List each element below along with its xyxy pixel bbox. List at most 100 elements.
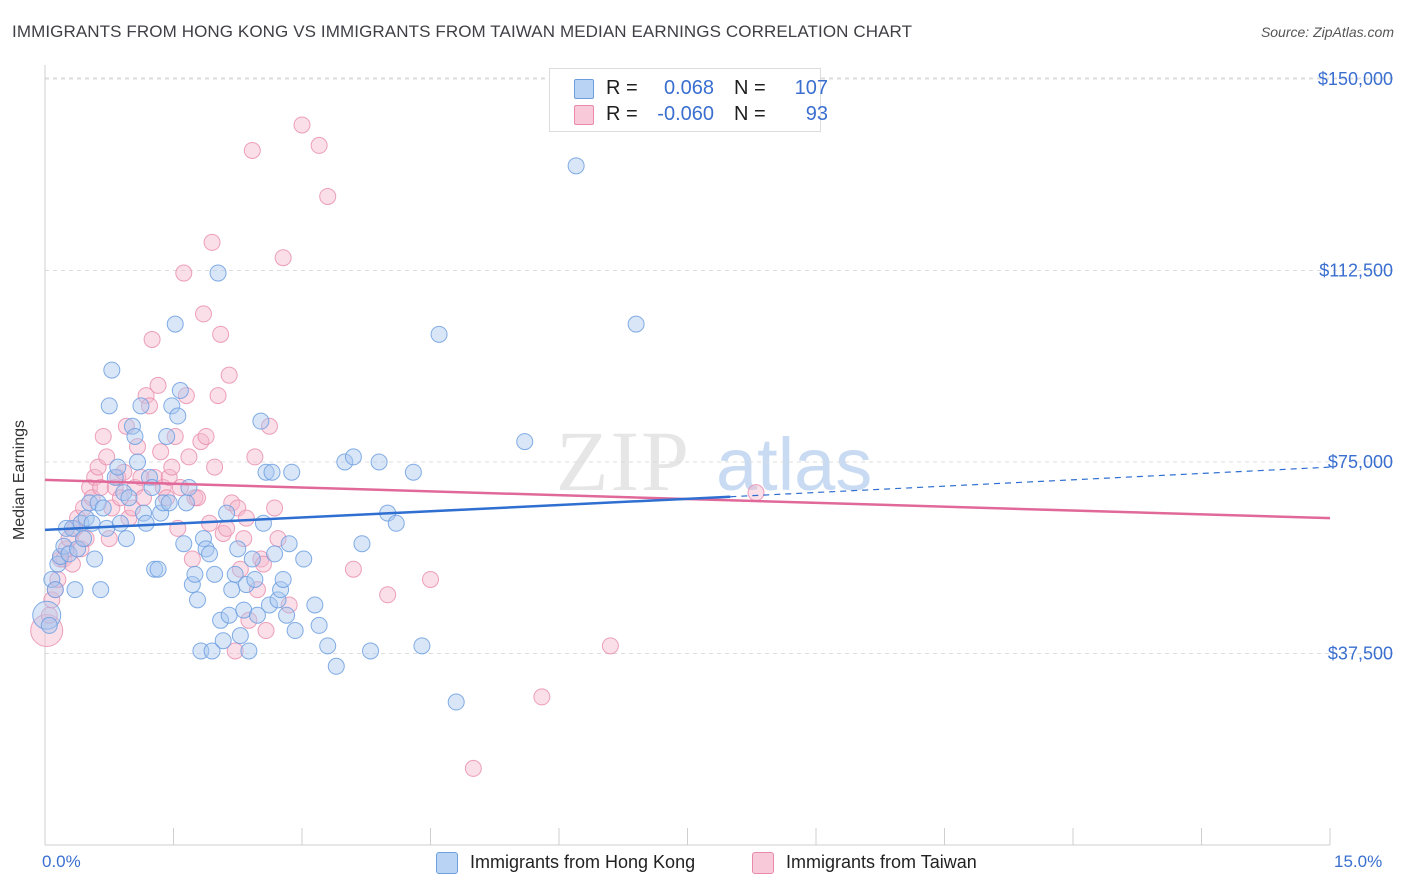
hong-kong-point (272, 581, 290, 599)
hong-kong-point (430, 325, 448, 343)
hong-kong-point (362, 642, 380, 660)
hong-kong-point (218, 504, 236, 522)
hong-kong-point (86, 550, 104, 568)
hong-kong-point (123, 417, 141, 435)
hong-kong-point (206, 565, 224, 583)
hong-kong-point (257, 463, 275, 481)
bottom-legend-swatch-taiwan (752, 852, 774, 874)
legend-r-label: R = (606, 103, 638, 125)
hong-kong-point (248, 606, 266, 624)
taiwan-point (319, 187, 337, 205)
taiwan-point (310, 136, 328, 154)
taiwan-point (235, 530, 253, 548)
trend-lines (44, 466, 1331, 532)
hong-kong-point (226, 565, 244, 583)
hong-kong-point (243, 550, 261, 568)
taiwan-point (280, 596, 298, 614)
hong-kong-point (200, 545, 218, 563)
hong-kong-point (75, 530, 93, 548)
y-tick-label: $75,000 (1328, 452, 1393, 472)
watermark-atlas: atlas (716, 423, 872, 506)
legend-r-label: R = (606, 77, 638, 99)
taiwan-point (166, 427, 184, 445)
hong-kong-point (158, 427, 176, 445)
hong-kong-point (344, 448, 362, 466)
legend-n-value: 107 (794, 77, 828, 99)
hong-kong-point (103, 361, 121, 379)
hong-kong-point (169, 407, 187, 425)
hong-kong-point (246, 570, 264, 588)
taiwan-point (248, 581, 266, 599)
taiwan-point (260, 417, 278, 435)
taiwan-point (143, 330, 161, 348)
hong-kong-point (66, 581, 84, 599)
taiwan-point (192, 433, 210, 451)
hong-kong-point (135, 504, 153, 522)
hong-kong-point (89, 494, 107, 512)
legend-swatch-hong-kong (574, 79, 594, 99)
taiwan-point (220, 366, 238, 384)
taiwan-point (237, 509, 255, 527)
y-tick-label: $150,000 (1318, 69, 1393, 89)
taiwan-point (106, 479, 124, 497)
hong-kong-point (160, 494, 178, 512)
taiwan-point (266, 499, 284, 517)
hong-kong-point (516, 433, 534, 451)
hong-kong-point (212, 611, 230, 629)
taiwan-point (180, 448, 198, 466)
bottom-legend-swatch-hong-kong (436, 852, 458, 874)
hong-kong-point (188, 591, 206, 609)
taiwan-point (137, 387, 155, 405)
taiwan-point (243, 141, 261, 159)
y-tick-labels: $37,500 $75,000 $112,500 $150,000 (1318, 69, 1393, 664)
taiwan-point (379, 586, 397, 604)
hong-kong-point (223, 581, 241, 599)
legend-swatch-taiwan (574, 105, 594, 125)
hong-kong-point (254, 514, 272, 532)
source-credit: Source: ZipAtlas.com (1260, 24, 1394, 40)
legend-n-label: N = (734, 77, 766, 99)
hong-kong-point (69, 540, 87, 558)
hong-kong-point (252, 412, 270, 430)
hong-kong-point (100, 397, 118, 415)
hong-kong-point (194, 530, 212, 548)
hong-kong-point (231, 627, 249, 645)
hong-kong-point (336, 453, 354, 471)
hong-kong-point (94, 499, 112, 517)
taiwan-point (43, 591, 61, 609)
taiwan-point (98, 448, 116, 466)
taiwan-point (129, 438, 147, 456)
watermark-zip: ZIP (556, 413, 691, 509)
bottom-legend-label-hong-kong: Immigrants from Hong Kong (470, 852, 696, 872)
hong-kong-point (171, 382, 189, 400)
taiwan-point (209, 387, 227, 405)
hong-kong-point (260, 596, 278, 614)
hong-kong-point (163, 397, 181, 415)
taiwan-point (163, 458, 181, 476)
hong-kong-point (295, 550, 313, 568)
hong-kong-point (126, 427, 144, 445)
taiwan-point (63, 555, 81, 573)
hong-kong-point (175, 535, 193, 553)
legend-n-value: 93 (805, 103, 828, 125)
taiwan-point (226, 642, 244, 660)
taiwan-point (422, 570, 439, 588)
hong-kong-point (111, 514, 129, 532)
bottom-legend-label-taiwan: Immigrants from Taiwan (786, 852, 977, 872)
hong-kong-point (137, 514, 155, 532)
hong-kong-point (183, 576, 201, 594)
taiwan-point (274, 249, 292, 267)
taiwan-point (218, 519, 236, 537)
hong-kong-point (274, 570, 292, 588)
hong-kong-point (278, 606, 296, 624)
hong-kong-point (280, 535, 298, 553)
hong-kong-point (92, 581, 110, 599)
hong-kong-point (32, 600, 62, 630)
taiwan-point (254, 555, 272, 573)
hong-kong-point (186, 565, 204, 583)
taiwan-point (231, 560, 249, 578)
hong-kong-point (283, 463, 301, 481)
hong-kong-point (353, 535, 371, 553)
hong-kong-point (306, 596, 324, 614)
